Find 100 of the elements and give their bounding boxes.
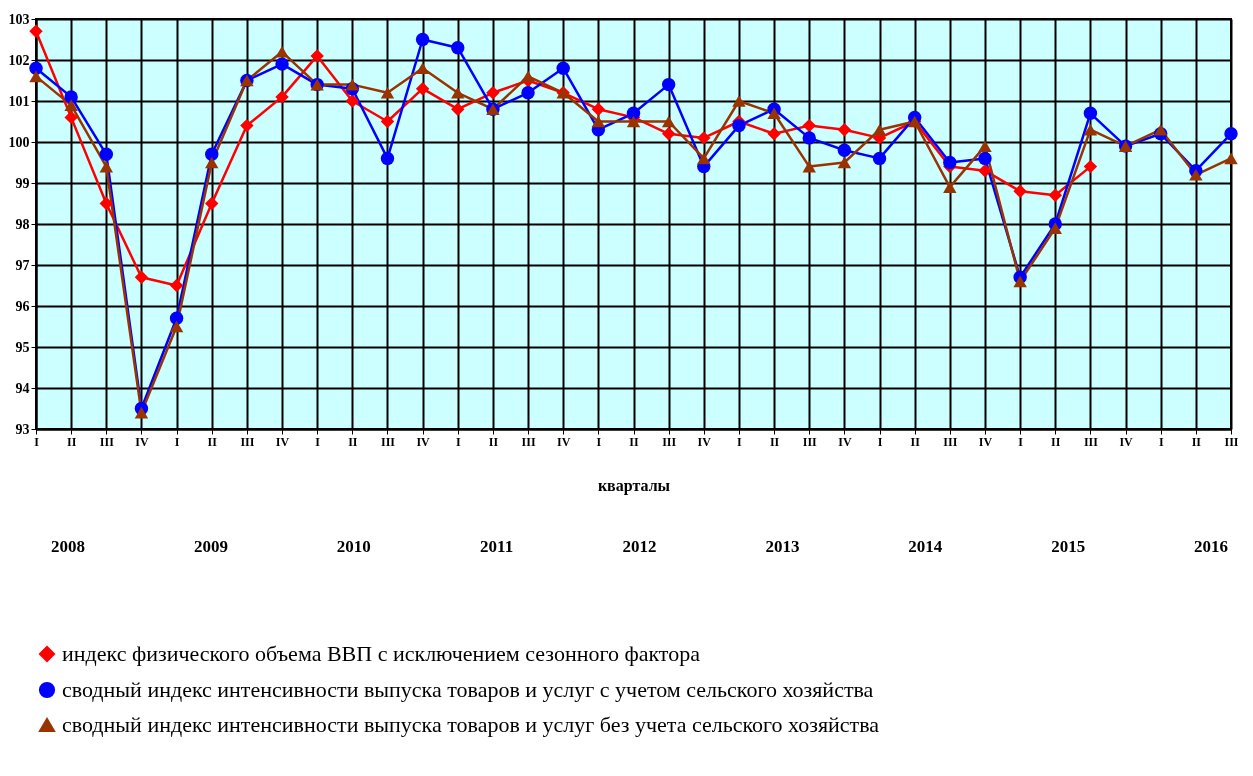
x-tick-label: II bbox=[1191, 434, 1202, 449]
point bbox=[380, 151, 395, 166]
y-tick-label: 98 bbox=[15, 216, 30, 232]
point bbox=[1013, 184, 1027, 198]
point bbox=[767, 127, 781, 141]
point bbox=[99, 196, 113, 211]
x-tick-label: III bbox=[99, 434, 115, 449]
x-tick-label: I bbox=[596, 434, 602, 449]
x-tick-label: III bbox=[1083, 434, 1099, 449]
point bbox=[275, 57, 289, 71]
point bbox=[310, 49, 324, 63]
x-tick-label: I bbox=[174, 434, 180, 449]
point bbox=[1083, 159, 1098, 174]
text: 2011 bbox=[480, 537, 514, 556]
x-tick-label: I bbox=[1158, 434, 1164, 449]
point bbox=[521, 70, 535, 83]
x-tick-label: IV bbox=[416, 434, 431, 449]
point bbox=[521, 86, 535, 100]
point bbox=[345, 94, 360, 108]
point bbox=[451, 41, 465, 55]
x-tick-label: III bbox=[802, 434, 818, 449]
point bbox=[1048, 188, 1062, 203]
x-tick-label: II bbox=[910, 434, 921, 449]
x-tick-label: II bbox=[207, 434, 218, 449]
point bbox=[275, 45, 289, 58]
y-tick-label: 96 bbox=[15, 298, 30, 314]
point bbox=[556, 61, 570, 75]
y-tick-label: 103 bbox=[8, 11, 30, 27]
point bbox=[732, 95, 746, 107]
x-tick-label: I bbox=[877, 434, 883, 449]
point bbox=[169, 320, 184, 333]
point bbox=[451, 102, 465, 116]
x-tick-label: III bbox=[380, 434, 396, 449]
x-tick-label: IV bbox=[275, 434, 290, 449]
y-tick-label: 102 bbox=[8, 52, 30, 68]
point bbox=[415, 32, 430, 47]
x-tick-label: II bbox=[348, 434, 358, 449]
point bbox=[697, 152, 711, 165]
point bbox=[837, 122, 852, 137]
legend-label: индекс физического объема ВВП с исключением сезонного фактора bbox=[62, 641, 701, 666]
point bbox=[837, 156, 852, 169]
point bbox=[134, 406, 149, 419]
x-tick-label: IV bbox=[697, 434, 712, 449]
point bbox=[486, 86, 500, 100]
y-tick-label: 100 bbox=[8, 134, 30, 150]
point bbox=[661, 127, 676, 141]
point bbox=[1083, 123, 1098, 136]
point bbox=[802, 131, 816, 145]
legend-label: сводный индекс интенсивности выпуска товаров и услуг без учета сельского хозяйства bbox=[62, 712, 880, 737]
point bbox=[1189, 168, 1203, 181]
point bbox=[802, 118, 816, 133]
x-tick-label: IV bbox=[978, 434, 993, 449]
x-tick-label: I bbox=[34, 434, 40, 449]
point bbox=[626, 115, 641, 128]
point bbox=[205, 196, 219, 211]
x-tick-label: II bbox=[66, 434, 77, 449]
point bbox=[872, 123, 887, 136]
text: 2009 bbox=[193, 537, 228, 556]
point bbox=[345, 78, 360, 91]
x-tick-label: IV bbox=[1119, 434, 1134, 449]
point bbox=[661, 77, 676, 92]
point bbox=[134, 270, 149, 285]
x-axis-title: кварталы bbox=[597, 476, 671, 495]
point bbox=[99, 160, 113, 173]
point bbox=[1224, 152, 1238, 165]
text: 2010 bbox=[336, 537, 371, 556]
point bbox=[943, 181, 957, 193]
point bbox=[29, 70, 43, 83]
point bbox=[978, 151, 992, 166]
x-tick-label: I bbox=[315, 434, 321, 449]
text: 2014 bbox=[908, 537, 943, 556]
point bbox=[661, 115, 676, 128]
y-tick-label: 95 bbox=[15, 339, 30, 355]
point bbox=[1154, 123, 1168, 136]
point bbox=[451, 86, 465, 99]
point bbox=[943, 155, 957, 170]
x-tick-label: II bbox=[1051, 434, 1061, 449]
y-tick-label: 101 bbox=[8, 93, 30, 109]
x-tick-label: III bbox=[662, 434, 677, 449]
text: 2015 bbox=[1051, 537, 1086, 556]
point bbox=[415, 81, 430, 96]
y-tick-label: 94 bbox=[15, 380, 30, 396]
point bbox=[732, 118, 746, 133]
x-tick-label: II bbox=[629, 434, 639, 449]
point bbox=[1224, 127, 1238, 141]
y-tick-label: 93 bbox=[15, 421, 30, 437]
point bbox=[29, 24, 43, 39]
point bbox=[837, 143, 852, 157]
text: 2016 bbox=[1194, 537, 1228, 556]
x-tick-label: II bbox=[769, 434, 780, 449]
y-tick-label: 99 bbox=[15, 175, 30, 191]
point bbox=[697, 131, 711, 145]
point bbox=[64, 110, 78, 125]
point bbox=[169, 278, 184, 293]
point bbox=[1048, 222, 1062, 234]
x-tick-label: II bbox=[488, 434, 499, 449]
point bbox=[591, 115, 606, 128]
y-tick-label: 97 bbox=[15, 257, 30, 273]
point bbox=[99, 147, 113, 161]
point bbox=[169, 311, 184, 325]
